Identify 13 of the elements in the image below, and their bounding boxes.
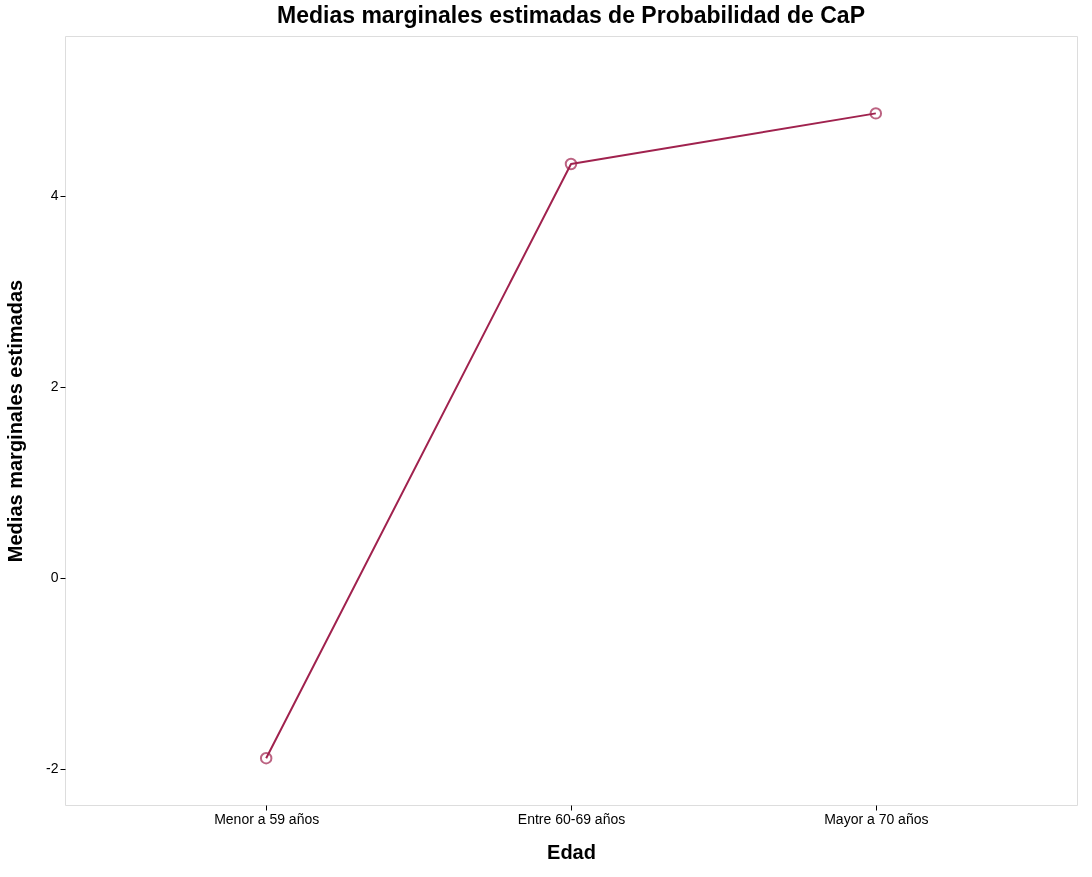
y-tick-label: 2 [50, 378, 59, 395]
y-axis-title: Medias marginales estimadas [4, 279, 27, 563]
x-axis-title: Edad [547, 840, 596, 863]
point [259, 751, 273, 765]
y-tick-label: 0 [50, 569, 59, 586]
chart-title: Medias marginales estimadas de Probabilidad de CaP [277, 2, 865, 28]
y-tick-label: 4 [50, 187, 59, 204]
point [869, 107, 883, 120]
x-tick-label: Entre 60-69 años [517, 810, 626, 827]
x-tick-label: Menor a 59 años [214, 810, 320, 827]
point [564, 157, 578, 171]
y-tick-label: -2 [46, 760, 59, 777]
x-tick-label: Mayor a 70 años [824, 810, 929, 827]
